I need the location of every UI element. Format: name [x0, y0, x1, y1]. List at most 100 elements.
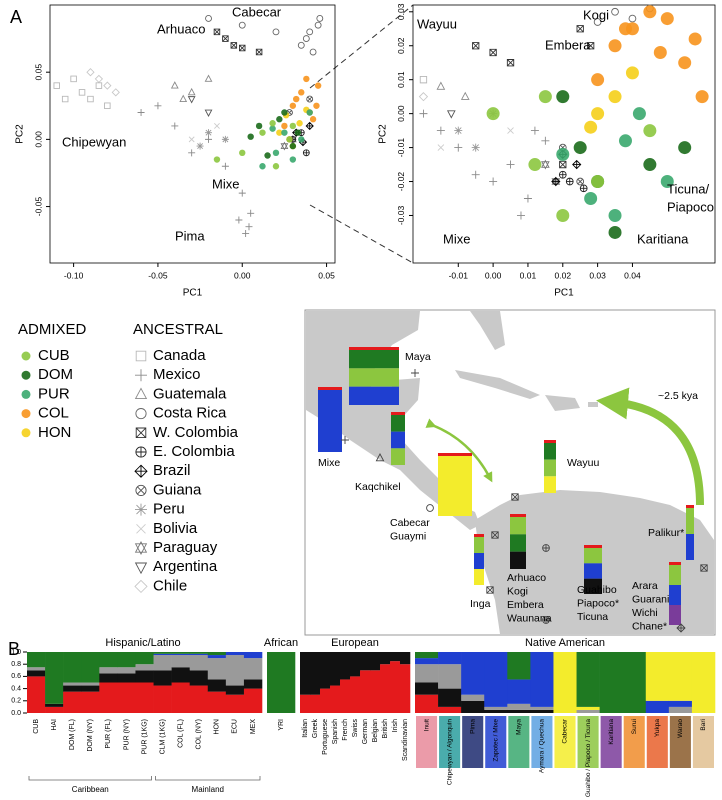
land: [545, 395, 580, 411]
point: [643, 124, 657, 138]
map-label: Ticuna: [577, 611, 608, 623]
points: [418, 4, 709, 239]
point: [437, 144, 445, 151]
inset-top: [391, 412, 405, 415]
y-tick-label: 0.0: [11, 710, 21, 717]
x-tick-label: YRI: [278, 719, 285, 731]
bar-segment: [438, 652, 462, 665]
x-tick-label: Warao: [677, 719, 684, 738]
x-tick-label: Zapotec / Mixe: [492, 719, 499, 762]
map-label: Piapoco*: [577, 597, 619, 609]
x-tick-label: 0.00: [234, 270, 251, 280]
point: [506, 59, 515, 67]
point: [460, 91, 470, 100]
bracket: [28, 776, 152, 781]
region-label: Mainland: [192, 785, 224, 794]
y-tick-label: 0.6: [11, 673, 21, 680]
x-tick-label: Surui: [631, 719, 638, 734]
legend-marker: [21, 389, 31, 399]
bar-segment: [484, 652, 508, 707]
bar-segment: [63, 682, 82, 686]
x-tick-label: Portuguese: [322, 719, 329, 755]
point: [688, 32, 702, 46]
point: [281, 109, 288, 116]
inset-band: [686, 508, 694, 534]
point: [608, 208, 622, 222]
point: [87, 95, 94, 103]
inset-band: [474, 537, 484, 553]
point: [289, 156, 297, 163]
bar-segment: [622, 652, 647, 713]
x-tick-label: Chipewyan / Algonquin: [446, 719, 453, 786]
point: [306, 95, 314, 103]
bar-segment: [553, 652, 577, 713]
point: [618, 134, 632, 148]
y-tick-label: 0.03: [396, 3, 406, 20]
point: [306, 28, 314, 36]
group-label: Hispanic/Latino: [105, 637, 180, 649]
point: [556, 147, 570, 161]
map-label: Arhuaco: [507, 572, 546, 584]
bar-segment: [668, 706, 693, 713]
point: [591, 107, 605, 121]
label-box: [692, 716, 714, 768]
zoom-line: [309, 4, 414, 89]
bar-segment: [668, 652, 693, 701]
inset-band: [669, 585, 681, 605]
inset-band: [544, 443, 556, 460]
legend-label: CUB: [38, 347, 70, 364]
bar-segment: [27, 670, 46, 677]
point: [541, 136, 550, 145]
point: [576, 25, 584, 33]
annotation: Piapoco: [667, 199, 714, 214]
arrow: [425, 418, 493, 483]
bar-segment: [207, 691, 227, 713]
point: [584, 120, 598, 134]
map-label: Wichi: [632, 607, 658, 619]
point: [593, 18, 602, 26]
point: [653, 46, 667, 60]
point: [314, 82, 322, 89]
x-tick-label: CUB: [33, 719, 40, 734]
legend-label: Argentina: [153, 558, 218, 575]
point: [608, 39, 622, 53]
bar-segment: [135, 652, 154, 665]
inset-band: [510, 551, 526, 569]
bar-segment: [27, 676, 46, 713]
label-box: [485, 716, 507, 768]
inset-band: [510, 517, 526, 535]
panel-label: A: [10, 7, 22, 27]
group-label: Native American: [525, 637, 605, 649]
inset-band: [349, 386, 399, 405]
point: [276, 129, 283, 136]
bar-segment: [530, 652, 554, 707]
inset-top: [510, 514, 526, 517]
bar-segment: [45, 706, 64, 713]
group-label: European: [331, 637, 379, 649]
map-label: Cabecar: [390, 517, 430, 529]
legend-marker: [21, 428, 31, 438]
bar-segment: [225, 694, 245, 713]
point: [171, 122, 179, 130]
bar-segment: [415, 652, 439, 659]
point: [436, 126, 445, 135]
x-tick-label: Italian: [302, 719, 309, 738]
y-tick-label: 1.0: [11, 649, 21, 656]
point: [280, 141, 289, 151]
bar-segment: [171, 655, 190, 668]
land: [455, 370, 540, 399]
point: [454, 126, 463, 135]
x-tick-label: Swiss: [352, 719, 359, 738]
x-tick-label: PUR (FL): [105, 719, 112, 749]
point: [556, 208, 570, 222]
point: [276, 116, 283, 123]
point: [187, 96, 196, 104]
point: [298, 136, 305, 143]
bar-segment: [189, 685, 209, 713]
bar-segment: [438, 664, 462, 689]
bar-segment: [243, 658, 263, 680]
bar-segment: [507, 652, 531, 680]
point: [303, 75, 310, 83]
point: [238, 189, 246, 197]
bar-segment: [645, 652, 670, 701]
